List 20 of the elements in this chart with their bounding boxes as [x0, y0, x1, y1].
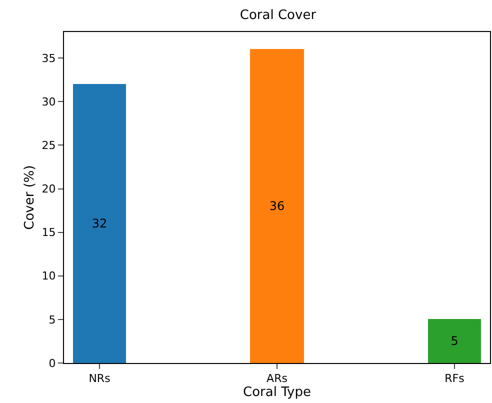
- bar: [428, 319, 481, 363]
- y-tick-label: 20: [42, 182, 56, 196]
- data-label: 5: [450, 334, 458, 348]
- data-label: 36: [269, 199, 285, 213]
- y-tick-label: 0: [48, 356, 56, 370]
- chart-title: Coral Cover: [240, 8, 317, 24]
- y-tick-label: 25: [42, 139, 56, 152]
- x-tick-label: NRs: [88, 372, 111, 386]
- bar: [250, 49, 304, 363]
- x-axis-title: Coral Type: [243, 385, 311, 400]
- bar: [73, 84, 126, 363]
- y-axis-title: Cover (%): [22, 165, 38, 230]
- x-tick-label: RFs: [444, 372, 465, 386]
- y-tick-label: 5: [48, 313, 56, 326]
- y-tick-label: 10: [42, 270, 56, 283]
- y-tick-label: 35: [42, 52, 56, 65]
- y-tick-label: 30: [42, 96, 56, 109]
- data-label: 32: [92, 216, 108, 230]
- x-tick-label: ARs: [266, 372, 288, 386]
- y-tick-label: 15: [42, 226, 56, 240]
